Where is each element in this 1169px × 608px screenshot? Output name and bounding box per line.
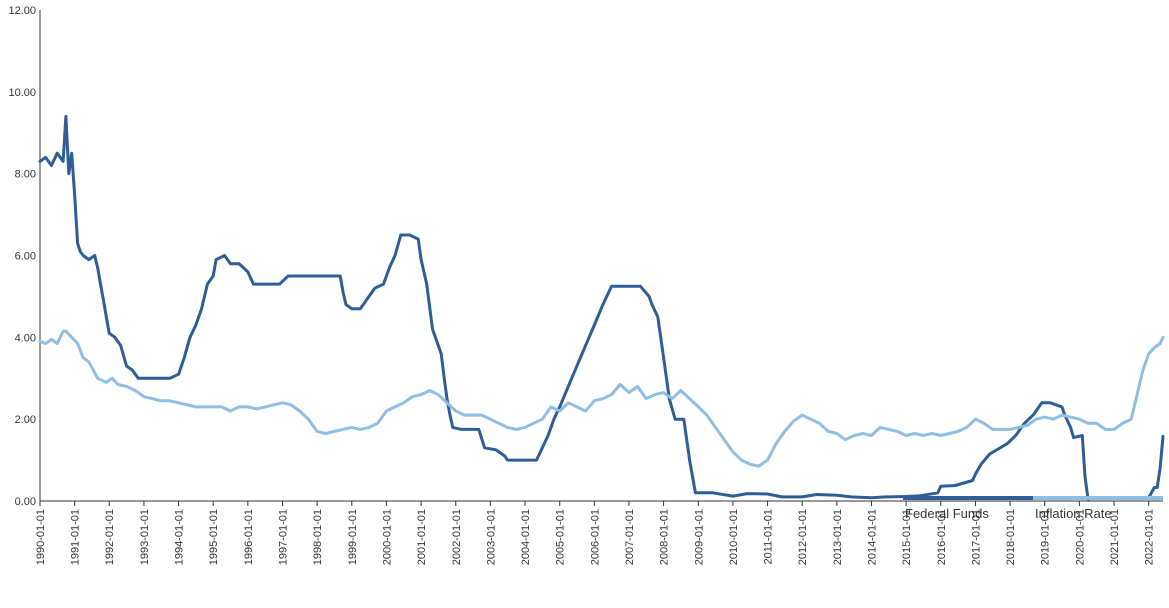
x-tick-label: 2020-01-01 [1074, 509, 1086, 565]
x-tick-label: 2014-01-01 [867, 509, 879, 565]
y-tick-label: 4.00 [15, 332, 36, 344]
x-tick-label: 2007-01-01 [624, 509, 636, 565]
y-axis-tick-labels: 0.00 2.00 4.00 6.00 8.00 10.00 12.00 [8, 5, 36, 508]
x-tick-label: 2000-01-01 [381, 509, 393, 565]
x-tick-label: 2005-01-01 [555, 509, 567, 565]
x-tick-label: 2006-01-01 [589, 509, 601, 565]
x-tick-label: 1995-01-01 [208, 509, 220, 565]
x-tick-label: 2022-01-01 [1144, 509, 1156, 565]
x-tick-label: 1990-01-01 [35, 509, 47, 565]
legend-label-federal-funds: Federal Funds [905, 506, 989, 521]
x-tick-label: 1991-01-01 [70, 509, 82, 565]
x-tick-label: 1993-01-01 [139, 509, 151, 565]
y-tick-label: 10.00 [8, 87, 36, 99]
x-axis-ticks [39, 501, 1150, 506]
legend: Federal Funds Inflation Rate [903, 496, 1163, 521]
x-tick-label: 2004-01-01 [520, 509, 532, 565]
y-tick-label: 2.00 [15, 414, 36, 426]
x-tick-label: 2002-01-01 [451, 509, 463, 565]
x-tick-label: 2011-01-01 [763, 509, 775, 564]
y-tick-label: 6.00 [15, 251, 36, 263]
x-tick-label: 2003-01-01 [485, 509, 497, 565]
x-axis-tick-labels: 1990-01-01 1991-01-01 1992-01-01 1993-01-01… [35, 509, 1156, 565]
series-lines [38, 114, 1165, 501]
x-tick-label: 2012-01-01 [797, 509, 809, 565]
x-tick-label: 1992-01-01 [104, 509, 116, 565]
x-tick-label: 1997-01-01 [278, 509, 290, 565]
y-tick-label: 12.00 [8, 5, 36, 17]
x-tick-label: 2017-01-01 [970, 509, 982, 565]
x-tick-label: 2001-01-01 [416, 509, 428, 565]
x-tick-label: 1998-01-01 [312, 509, 324, 565]
x-tick-label: 2009-01-01 [693, 509, 705, 565]
series-line-federal-funds [38, 114, 1165, 501]
y-tick-label: 0.00 [15, 496, 36, 508]
y-tick-label: 8.00 [15, 169, 36, 181]
x-tick-label: 2018-01-01 [1005, 509, 1017, 565]
series-line-inflation-rate [38, 329, 1165, 468]
x-tick-label: 2021-01-01 [1109, 509, 1121, 565]
x-tick-label: 2015-01-01 [901, 509, 913, 565]
x-tick-label: 1999-01-01 [347, 509, 359, 565]
x-tick-label: 2010-01-01 [728, 509, 740, 565]
x-tick-label: 2019-01-01 [1040, 509, 1052, 565]
x-tick-label: 1994-01-01 [174, 509, 186, 565]
x-tick-label: 2016-01-01 [936, 509, 948, 565]
x-tick-label: 2008-01-01 [659, 509, 671, 565]
x-tick-label: 1996-01-01 [243, 509, 255, 565]
legend-label-inflation-rate: Inflation Rate [1035, 506, 1112, 521]
x-tick-label: 2013-01-01 [832, 509, 844, 565]
